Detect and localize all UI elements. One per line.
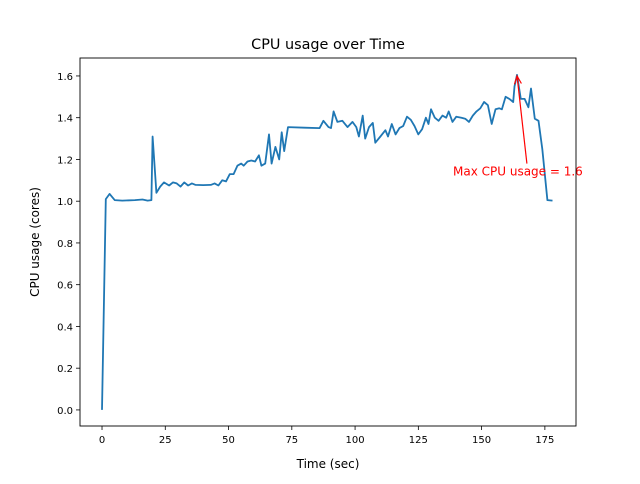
max-usage-annotation: Max CPU usage = 1.6 [453,164,583,178]
y-tick-label: 1.6 [57,72,73,83]
y-tick-label: 1.4 [57,114,73,125]
x-tick-label: 175 [535,435,554,446]
x-tick-label: 75 [285,435,298,446]
y-tick-label: 0.0 [57,406,73,417]
x-tick-label: 100 [346,435,365,446]
series-line-cpu-usage [101,74,553,410]
y-tick-label: 0.6 [57,281,73,292]
y-tick-label: 0.8 [57,239,73,250]
x-tick-label: 150 [472,435,491,446]
axes-frame [79,57,577,427]
y-axis-label: CPU usage (cores) [28,187,42,297]
y-tick-label: 0.2 [57,364,73,375]
x-tick-label: 0 [99,435,105,446]
x-axis-label: Time (sec) [296,457,360,471]
x-tick-label: 50 [222,435,235,446]
chart-title: CPU usage over Time [251,37,405,53]
y-tick-label: 0.4 [57,322,73,333]
annotation-arrowhead [513,74,522,85]
annotation-arrow [516,75,528,164]
x-tick-label: 25 [159,435,172,446]
y-tick-label: 1.2 [57,155,73,166]
x-tick-label: 125 [409,435,428,446]
y-tick-label: 1.0 [57,197,73,208]
